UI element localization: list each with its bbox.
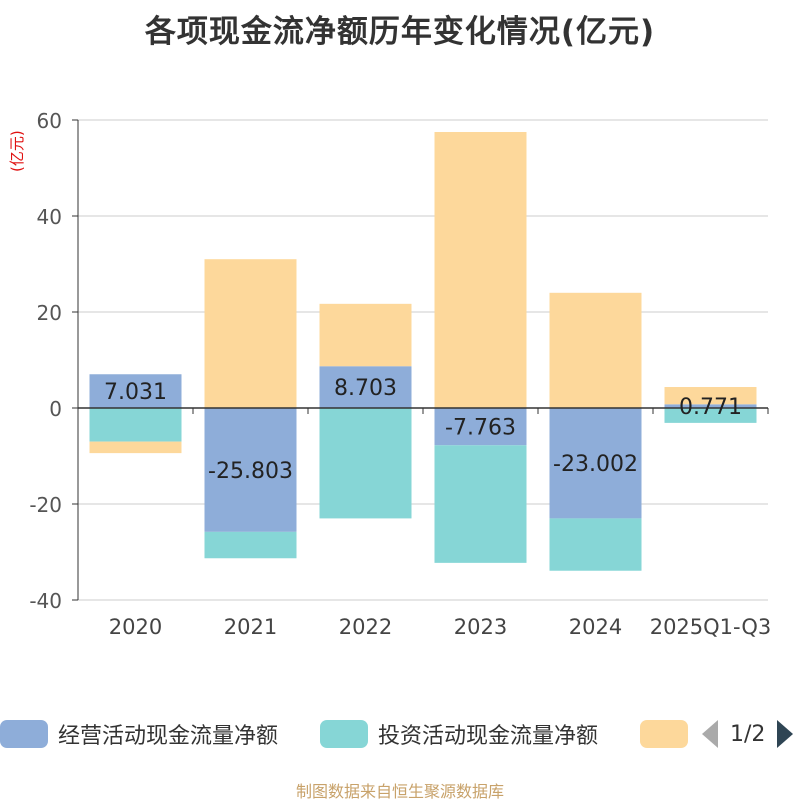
data-label-operating: -25.803 — [208, 459, 293, 484]
bar-series2-2024 — [549, 292, 642, 408]
y-tick-label: 0 — [49, 397, 62, 421]
legend-swatch-financing — [640, 720, 688, 748]
bar-series0-2023 — [434, 408, 527, 446]
legend-item-operating[interactable]: 经营活动现金流量净额 — [0, 716, 278, 752]
legend-label-investing: 投资活动现金流量净额 — [378, 724, 599, 749]
bar-series2-2020 — [89, 441, 182, 454]
data-label-operating: 0.771 — [679, 395, 742, 420]
data-label-operating: -7.763 — [445, 416, 516, 441]
legend-prev-page-icon[interactable] — [702, 720, 718, 748]
x-category-label: 2021 — [224, 615, 277, 639]
bar-series0-2020 — [89, 374, 182, 408]
chart-title: 各项现金流净额历年变化情况(亿元) — [144, 14, 656, 50]
bar-series2-2022 — [319, 303, 412, 367]
x-category-label: 2024 — [569, 615, 622, 639]
bar-series2-2025Q1-Q3 — [664, 387, 757, 405]
data-label-operating: 8.703 — [334, 376, 397, 401]
bar-series0-2022 — [319, 366, 412, 408]
bar-series1-2024 — [549, 518, 642, 571]
bar-series1-2020 — [89, 408, 182, 442]
legend-item-financing[interactable] — [640, 716, 698, 752]
legend-item-investing[interactable]: 投资活动现金流量净额 — [320, 716, 598, 752]
stacked-bar-chart: 60 40 20 0 -20 -40 7.031 -25.803 8.703 -7.763 -23.… — [29, 109, 772, 639]
bar-series0-2025Q1-Q3 — [664, 404, 757, 408]
legend-pager: 1/2 — [702, 716, 794, 752]
data-label-operating: -23.002 — [553, 452, 638, 477]
y-tick-label: 20 — [37, 301, 62, 325]
y-tick-label: 60 — [37, 109, 62, 133]
x-category-label: 2020 — [109, 615, 162, 639]
bar-series1-2022 — [319, 408, 412, 519]
legend-swatch-operating — [0, 720, 48, 748]
bar-series2-2021 — [204, 259, 297, 408]
legend-swatch-investing — [320, 720, 368, 748]
legend: 经营活动现金流量净额 投资活动现金流量净额 1/2 — [0, 716, 800, 752]
x-category-label: 2023 — [454, 615, 507, 639]
data-source-note: 制图数据来自恒生聚源数据库 — [295, 782, 504, 801]
data-label-operating: 7.031 — [104, 380, 167, 405]
bar-series1-2021 — [204, 531, 297, 559]
legend-label-operating: 经营活动现金流量净额 — [58, 724, 279, 749]
y-tick-label: 40 — [37, 205, 62, 229]
bar-series2-2023 — [434, 132, 527, 408]
bar-series1-2025Q1-Q3 — [664, 408, 757, 423]
x-category-label: 2022 — [339, 615, 392, 639]
legend-page-indicator: 1/2 — [730, 721, 766, 747]
y-tick-label: -40 — [29, 589, 62, 613]
x-category-label: 2025Q1-Q3 — [650, 615, 772, 639]
bar-series0-2024 — [549, 408, 642, 519]
y-tick-label: -20 — [29, 493, 62, 517]
bar-series1-2023 — [434, 445, 527, 563]
bar-series0-2021 — [204, 408, 297, 532]
legend-next-page-icon[interactable] — [777, 720, 794, 748]
